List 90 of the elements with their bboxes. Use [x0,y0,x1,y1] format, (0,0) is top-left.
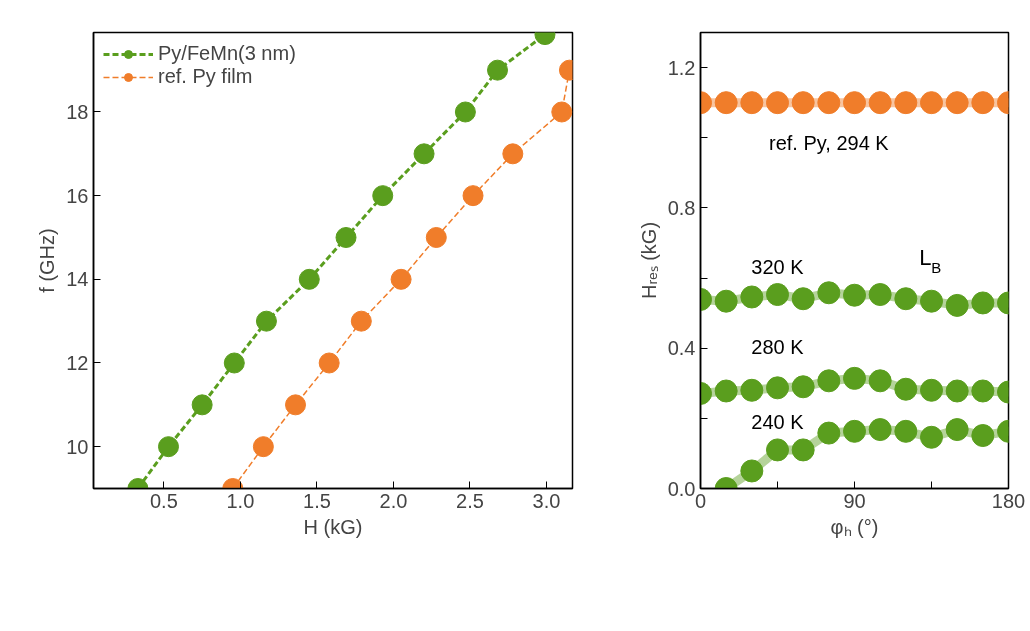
point [791,287,815,311]
point [868,91,892,115]
x-axis-title: φₕ (°) [830,515,879,538]
point [335,227,357,248]
legend-label: Py/FeMn(3 nm) [158,42,296,65]
point [766,283,789,306]
point [714,379,738,403]
point [766,376,789,400]
point [945,379,969,403]
point [454,101,476,123]
point [843,419,866,443]
series-label: ref. Py, 294 K [768,131,890,154]
series-label: 240 K [751,410,805,433]
series-label: 320 K [751,255,805,278]
point [920,425,943,449]
point [868,283,892,306]
point [791,438,815,462]
point [413,143,435,165]
point [971,291,995,315]
point [920,91,943,115]
point [714,91,738,115]
point [740,91,764,115]
point [390,268,412,290]
y-axis-title: Hᵣₑₛ (kG) [637,221,660,300]
x-axis-title: H (kG) [303,515,363,538]
y-tick-label: 12 [66,352,89,374]
point [462,185,484,207]
y-tick-label: 0.4 [667,337,696,360]
point [868,418,892,442]
x-tick-label: 0 [694,489,707,512]
point [971,379,995,403]
point [191,394,213,416]
point [843,283,866,307]
x-tick-label: 1.5 [303,489,331,512]
point [372,185,394,207]
point [920,289,943,313]
point [766,91,789,115]
point [714,289,738,313]
point [285,394,307,416]
x-tick-label: 180 [991,489,1026,512]
y-tick-label: 10 [66,435,89,458]
point [740,285,764,309]
point [487,59,509,81]
y-tick-label: 1.2 [667,56,696,79]
point [894,377,918,401]
point [255,310,277,332]
point [971,91,995,115]
point [945,91,969,115]
point [817,281,841,305]
point [894,91,918,115]
x-tick-label: 0.5 [149,489,178,512]
y-tick-label: 0.0 [667,477,696,500]
point [425,227,447,248]
x-tick-label: 3.0 [532,489,561,512]
point [894,287,918,311]
point [318,352,340,374]
point [350,310,372,332]
x-tick-label: 2.0 [379,489,408,512]
point [502,143,524,165]
y-tick-label: 18 [66,100,89,123]
point [817,369,841,393]
point [945,418,969,442]
y-tick-label: 0.8 [667,196,696,219]
point [945,293,969,317]
point [894,419,918,443]
point [843,91,866,115]
point [740,459,764,483]
y-axis-title: f (GHz) [36,228,59,293]
series-label: 280 K [751,335,805,358]
point [766,438,789,462]
point [223,352,245,374]
y-tick-label: 14 [66,268,89,291]
legend-label: ref. Py film [158,65,253,88]
point [817,91,841,115]
point [740,378,764,402]
point [791,375,815,399]
point [298,268,320,290]
point [252,436,274,458]
point [791,91,815,115]
point [843,366,866,390]
y-tick-label: 16 [66,184,89,207]
x-tick-label: 1.0 [226,489,255,512]
x-tick-label: 2.5 [456,489,484,512]
point [868,369,892,393]
x-tick-label: 90 [843,489,866,512]
point [551,101,573,123]
point [971,424,995,448]
point [157,436,179,458]
point [817,421,841,445]
point [920,378,943,402]
